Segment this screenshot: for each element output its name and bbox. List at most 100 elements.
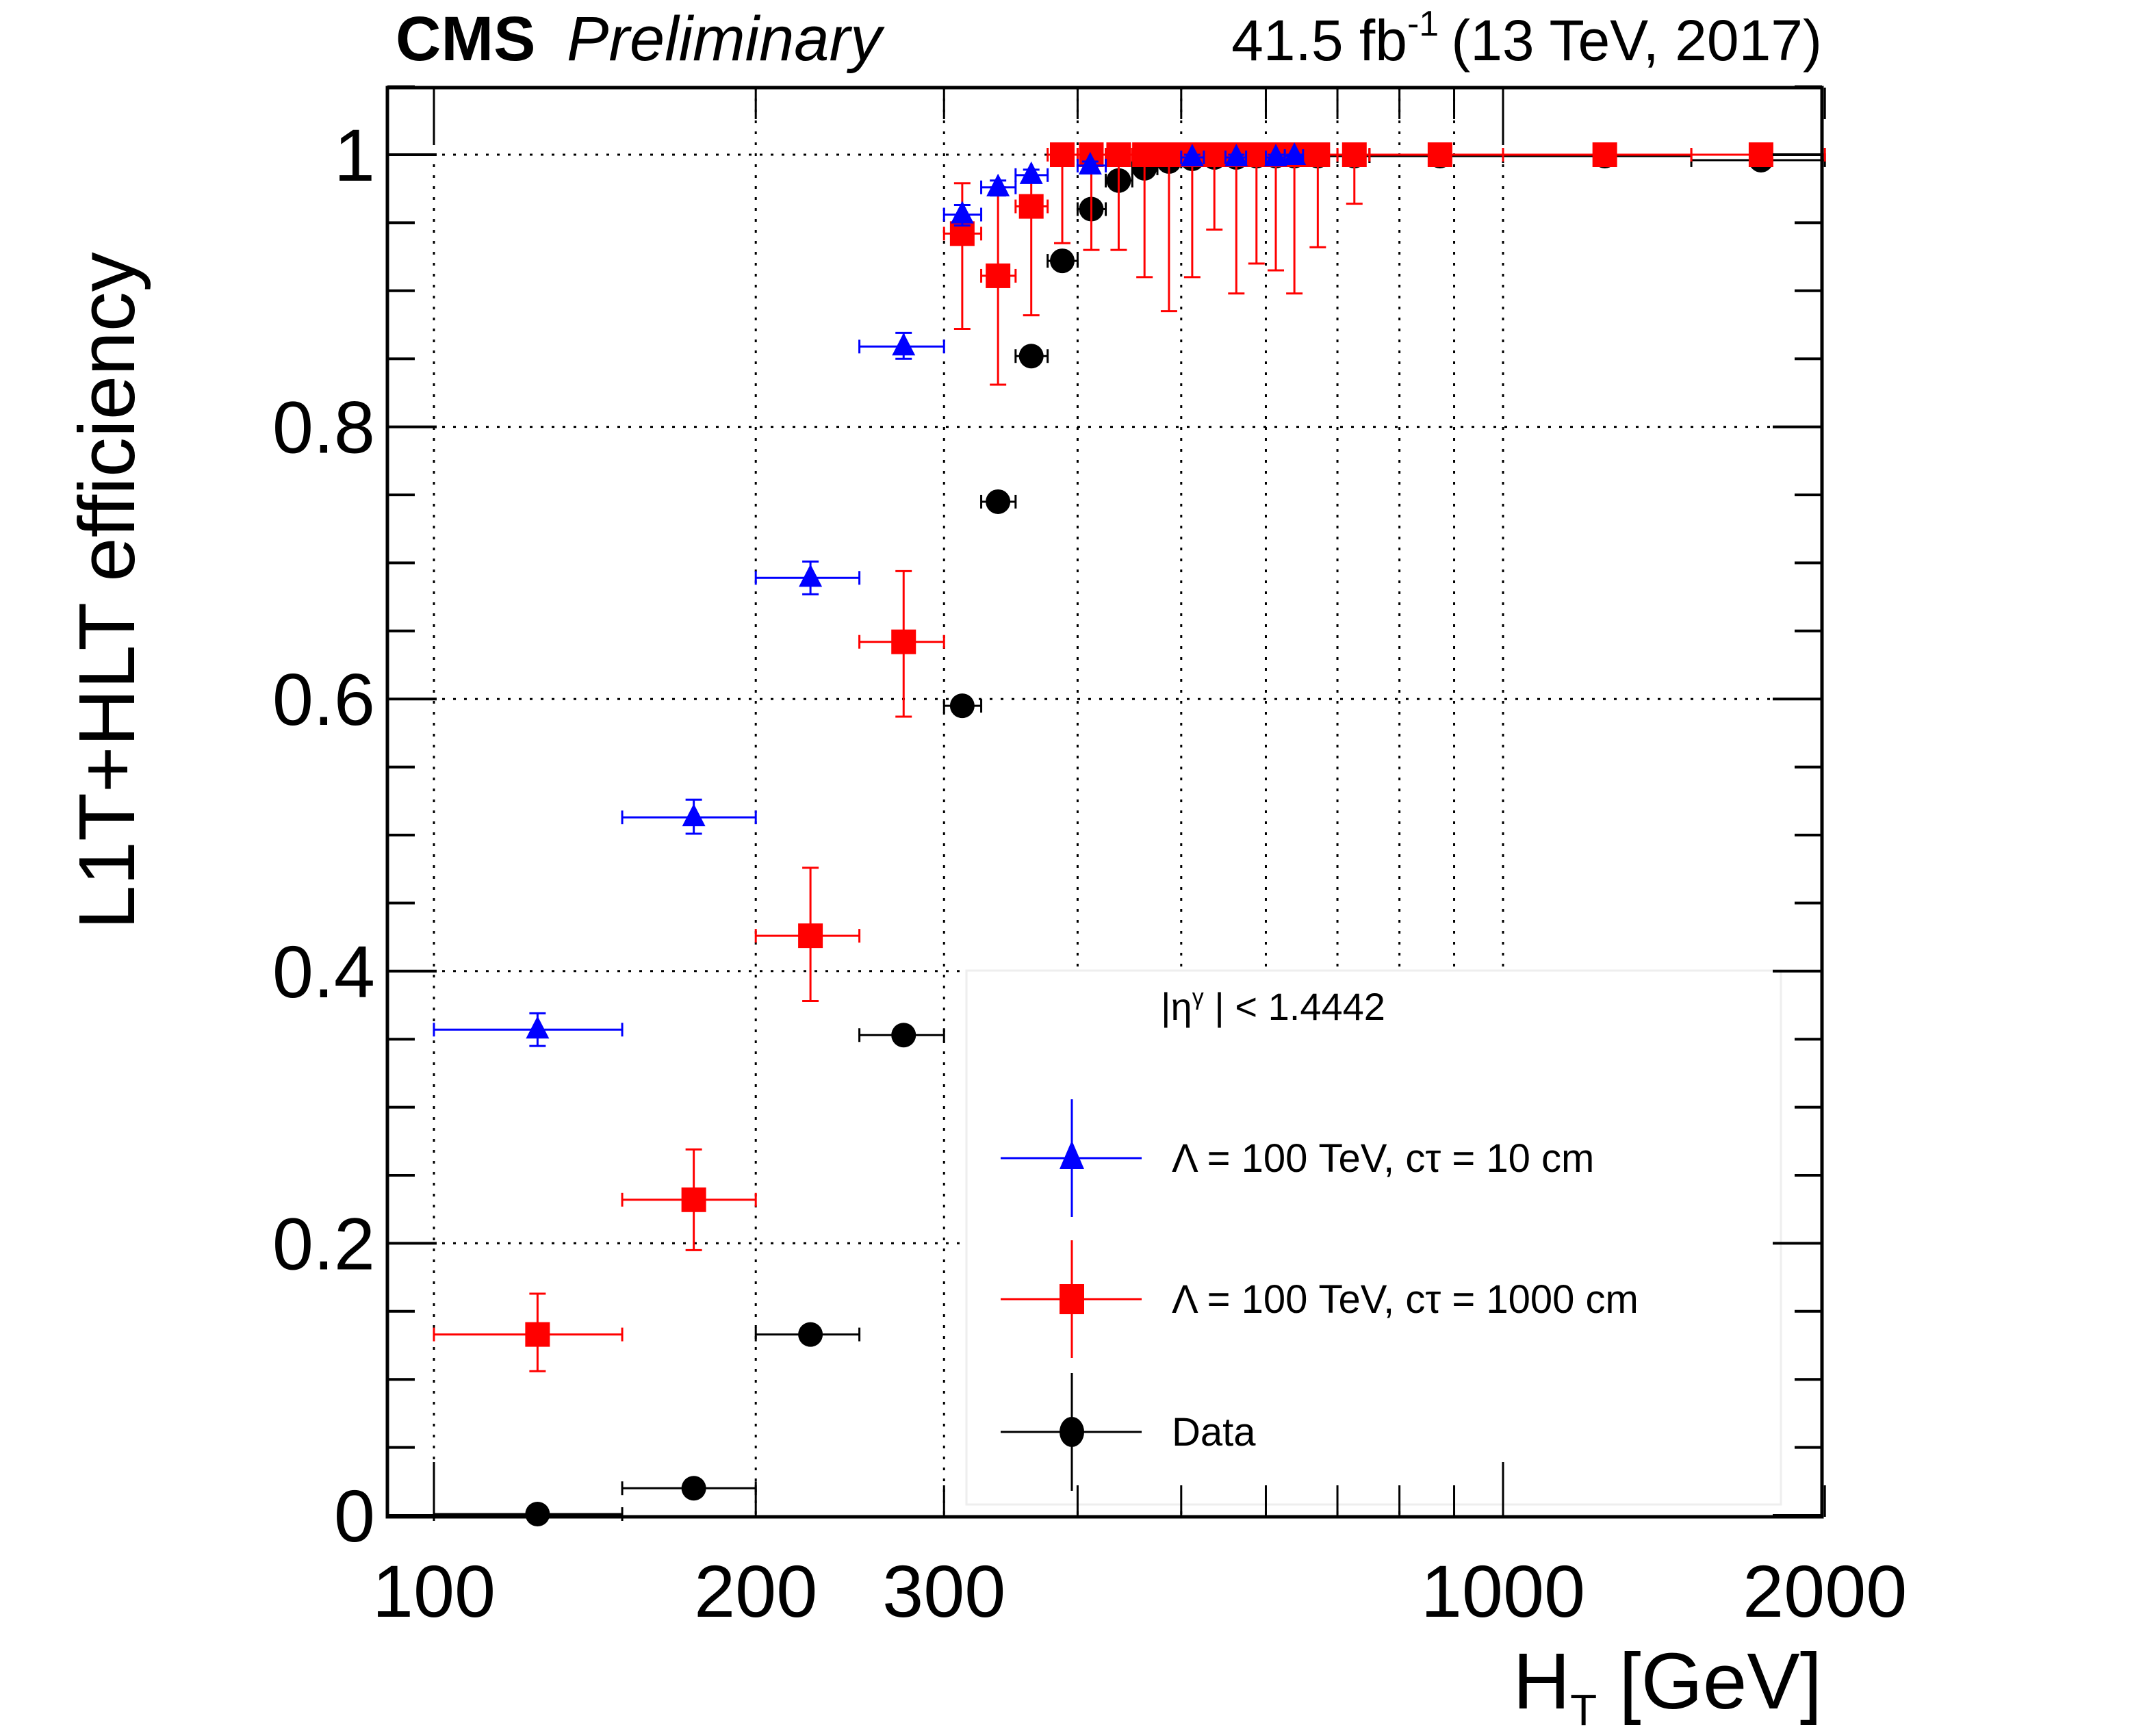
y-tick-label: 0.4 [272,930,375,1013]
data-point [942,693,983,719]
circle-marker [986,489,1011,514]
data-point [1202,142,1227,231]
y-tick-label: 1 [334,114,375,196]
x-label-sub: T [1570,1685,1597,1729]
data-point [1502,142,1693,167]
x-tick-label: 300 [882,1550,1005,1632]
legend-entry: Data [1001,1373,1256,1491]
square-marker [1156,142,1181,167]
data-series [433,142,1826,1527]
data-point [1283,142,1307,165]
legend-header-eta: |η [1161,985,1192,1028]
data-point [754,560,861,595]
y-axis-label: L1T+HLT efficiency [62,252,151,930]
data-point [754,867,861,1003]
data-point [1156,142,1183,313]
data-point [858,569,945,718]
lumi-energy-year: (13 TeV, 2017) [1451,8,1822,73]
square-marker [1592,142,1617,167]
legend-header-gamma: γ [1192,984,1204,1010]
data-point [433,1012,624,1047]
legend-label: Λ = 100 TeV, cτ = 1000 cm [1172,1277,1639,1322]
triangle-marker [1264,143,1288,166]
data-point [980,186,1017,386]
legend-square-marker [1060,1284,1084,1314]
data-point [1014,178,1049,317]
data-point [1690,142,1826,167]
triangle-marker [950,201,974,224]
triangle-marker [1224,143,1248,166]
data-point [1105,142,1133,251]
lumi-value: 41.5 fb [1231,8,1407,73]
square-marker [1305,142,1331,167]
data-point [942,201,983,227]
axes: 0 0.2 0.4 0.6 0.8 1 100 200 300 1000 2000 [272,85,1907,1632]
legend-triangle-marker [1060,1140,1084,1169]
legend: |ηγ | < 1.4442 Λ = 100 TeV, cτ = 10 cm Λ =… [965,969,1782,1506]
x-tick-label: 2000 [1743,1550,1907,1632]
lumi-exponent: -1 [1407,4,1439,44]
triangle-marker [1180,143,1204,166]
square-marker [1342,142,1367,167]
legend-box [965,969,1782,1506]
x-label-unit: [GeV] [1597,1637,1822,1726]
data-point [858,1023,945,1048]
preliminary-label: Preliminary [567,4,885,74]
luminosity-label: 41.5 fb-1 (13 TeV, 2017) [1231,4,1822,73]
circle-marker [681,1476,706,1501]
x-tick-label: 100 [372,1550,496,1632]
square-marker [1202,142,1227,167]
circle-marker [949,693,975,719]
legend-header: |ηγ | < 1.4442 [1161,984,1385,1028]
data-point [1047,142,1079,244]
square-marker [1050,142,1075,167]
square-marker [1106,142,1131,167]
legend-label: Λ = 100 TeV, cτ = 10 cm [1172,1136,1594,1181]
square-marker [1132,142,1157,167]
plot-frame [385,86,1824,1519]
circle-marker [1050,248,1075,274]
data-point [858,331,945,360]
triangle-marker [1019,161,1043,184]
triangle-marker [799,564,823,587]
x-tick-label: 1000 [1421,1550,1585,1632]
data-point [1224,143,1248,166]
triangle-marker [892,333,916,356]
square-marker [1427,142,1452,167]
square-marker [798,923,823,949]
square-marker [891,629,916,654]
circle-marker [525,1502,550,1527]
data-point [1302,142,1339,248]
x-axis-label: HT [GeV] [1513,1637,1822,1729]
data-point [1336,142,1371,205]
data-point [621,1148,757,1251]
circle-marker [891,1023,916,1048]
square-marker [1018,194,1044,219]
square-marker [681,1187,706,1212]
data-point [1076,151,1107,175]
data-point [980,489,1017,514]
square-marker [986,263,1011,288]
legend-entry: Λ = 100 TeV, cτ = 1000 cm [1001,1240,1639,1358]
series-triangle [433,142,1307,1047]
y-tick-label: 0.8 [272,386,375,469]
legend-label: Data [1172,1410,1256,1455]
x-label-main: H [1513,1637,1570,1726]
data-point [754,1322,861,1347]
triangle-marker [526,1016,550,1039]
circle-marker [1018,344,1044,369]
data-point [1131,142,1159,279]
circle-marker [798,1322,823,1347]
triangle-marker [1283,142,1307,165]
data-point [621,798,757,835]
square-marker [1748,142,1773,167]
triangle-marker [1078,151,1102,175]
data-point [433,1502,624,1527]
legend-entry: Λ = 100 TeV, cτ = 10 cm [1001,1099,1594,1217]
cms-label: CMS [396,4,535,74]
triangle-marker [682,804,706,827]
data-point [1368,142,1504,167]
legend-circle-marker [1060,1417,1084,1447]
data-point [1047,248,1079,274]
